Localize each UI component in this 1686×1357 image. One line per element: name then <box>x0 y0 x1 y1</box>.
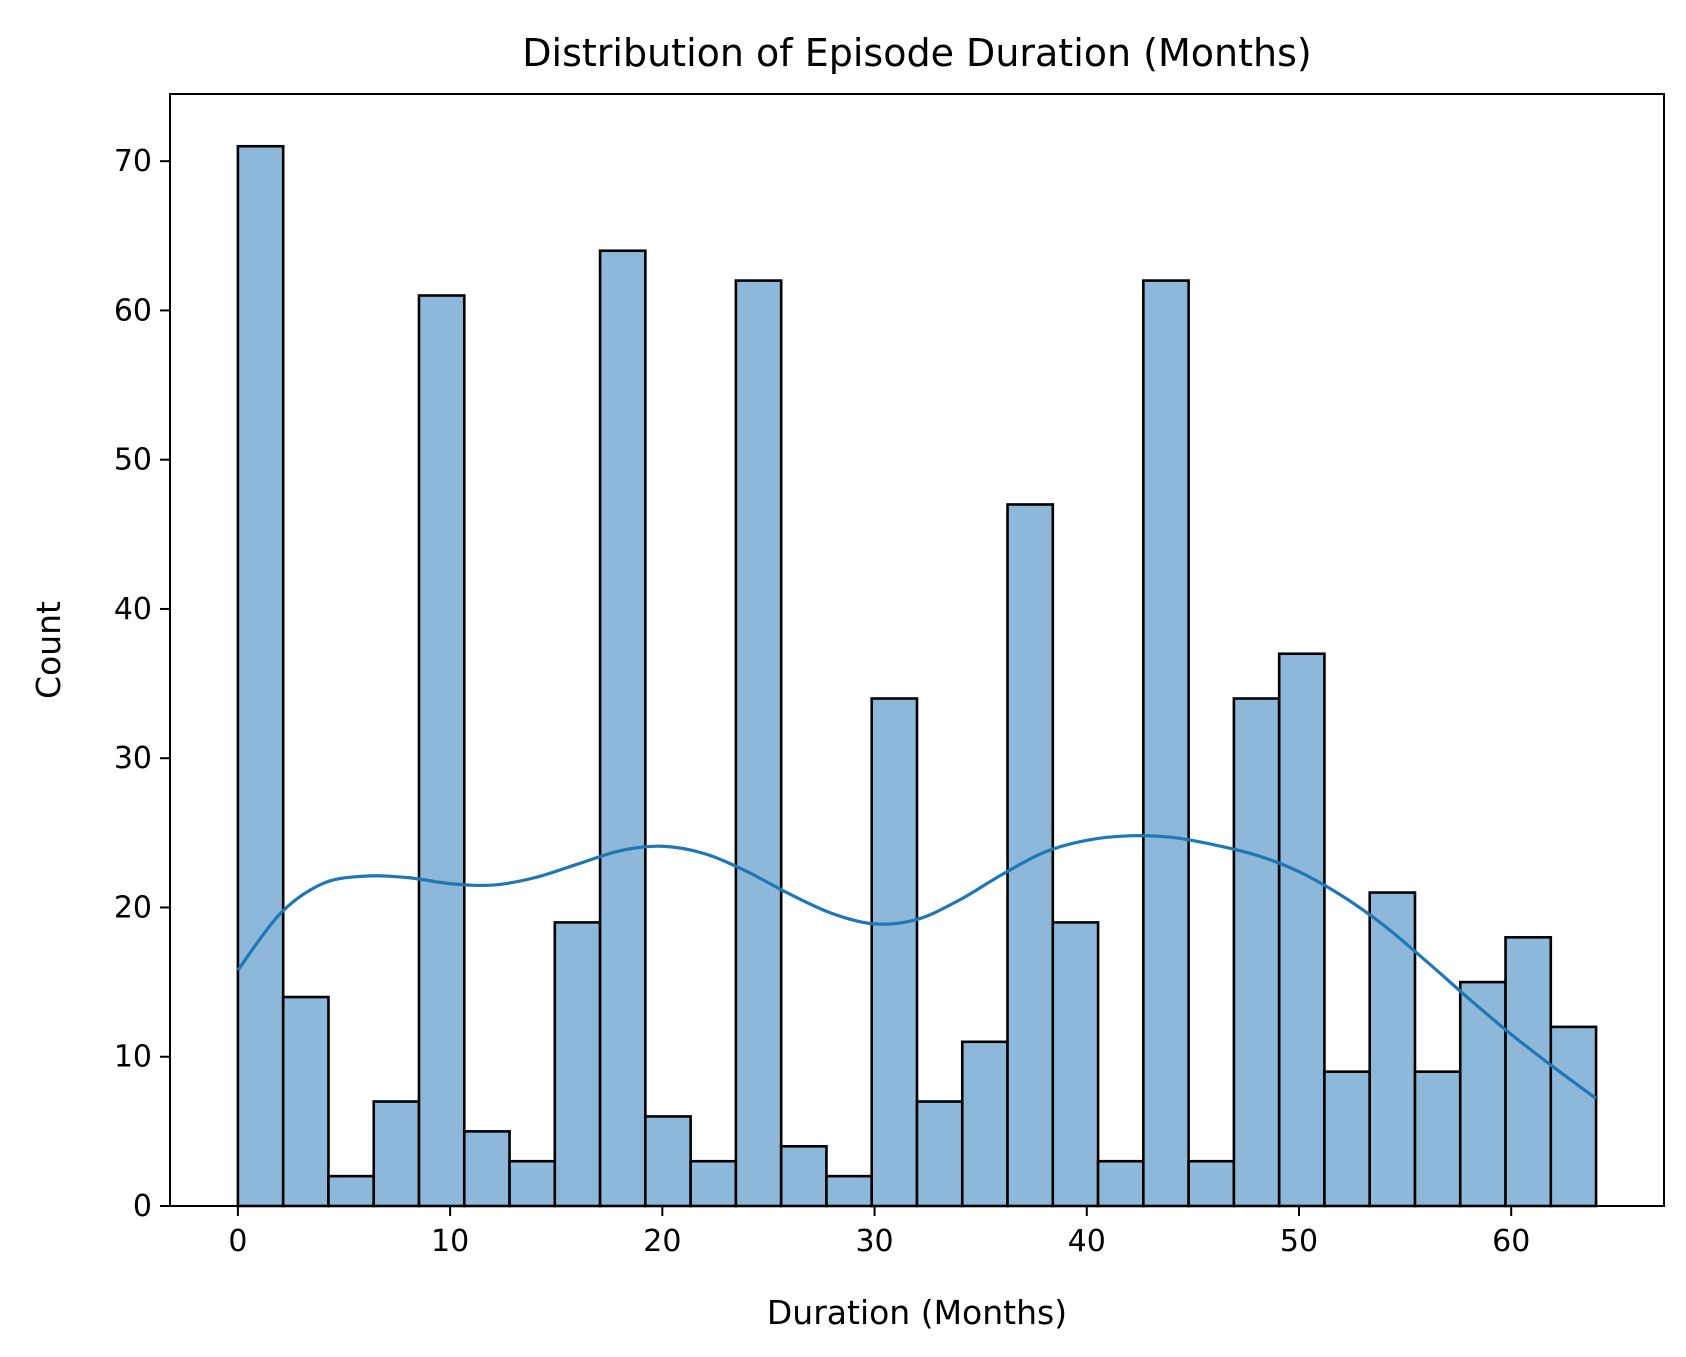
histogram-bar <box>1413 1070 1462 1208</box>
y-tick-label: 70 <box>114 144 152 179</box>
x-tick-label: 60 <box>1492 1224 1530 1259</box>
y-tick-label: 30 <box>114 741 152 776</box>
histogram-bar <box>236 144 285 1208</box>
x-tick-label: 20 <box>643 1224 681 1259</box>
histogram-bar <box>462 1130 511 1208</box>
histogram-bar <box>960 1040 1009 1208</box>
histogram-bar <box>1277 652 1326 1208</box>
histogram-bar <box>915 1100 964 1208</box>
histogram-bar <box>734 279 783 1208</box>
histogram-bar <box>327 1174 376 1208</box>
y-tick-label: 20 <box>114 890 152 925</box>
histogram-bar <box>870 697 919 1208</box>
plot-frame <box>169 93 1665 1207</box>
bars-group <box>236 144 1598 1208</box>
x-tick-label: 10 <box>431 1224 469 1259</box>
histogram-bar <box>1368 891 1417 1208</box>
histogram-bar <box>644 1115 692 1208</box>
histogram-bar <box>1006 503 1055 1208</box>
histogram-bar <box>372 1100 421 1208</box>
histogram-bar <box>1549 1025 1598 1208</box>
y-axis-ticks: 0 10 20 30 40 50 60 70 <box>114 144 170 1224</box>
histogram-bar <box>1458 980 1507 1208</box>
x-tick-label: 0 <box>228 1224 247 1259</box>
kde-line <box>236 834 1598 1100</box>
histogram-bar <box>1323 1070 1372 1208</box>
histogram-bar <box>1504 936 1553 1208</box>
histogram-bar <box>779 1144 828 1208</box>
histogram-bar <box>281 995 330 1208</box>
histogram-bar <box>689 1159 738 1208</box>
x-tick-label: 40 <box>1068 1224 1106 1259</box>
y-tick-label: 50 <box>114 443 152 478</box>
y-tick-label: 60 <box>114 293 152 328</box>
histogram-bar <box>1187 1159 1236 1208</box>
histogram-bar <box>1096 1159 1145 1208</box>
x-axis-ticks: 0 10 20 30 40 50 60 <box>228 1206 1530 1259</box>
x-tick-label: 50 <box>1280 1224 1318 1259</box>
histogram-bar <box>417 294 466 1208</box>
histogram-bar <box>1051 921 1100 1208</box>
histogram-bar <box>1142 279 1190 1208</box>
x-axis-label: Duration (Months) <box>767 1293 1067 1332</box>
histogram-bar <box>825 1174 874 1208</box>
y-tick-label: 0 <box>133 1189 152 1224</box>
histogram-bar <box>598 249 647 1208</box>
y-tick-label: 10 <box>114 1040 152 1075</box>
x-tick-label: 30 <box>855 1224 893 1259</box>
histogram-bar <box>1232 697 1281 1208</box>
histogram-bar <box>508 1159 557 1208</box>
chart-title: Distribution of Episode Duration (Months… <box>522 31 1311 75</box>
histogram-bar <box>553 921 602 1208</box>
y-tick-label: 40 <box>114 592 152 627</box>
y-axis-label: Count <box>29 601 68 699</box>
